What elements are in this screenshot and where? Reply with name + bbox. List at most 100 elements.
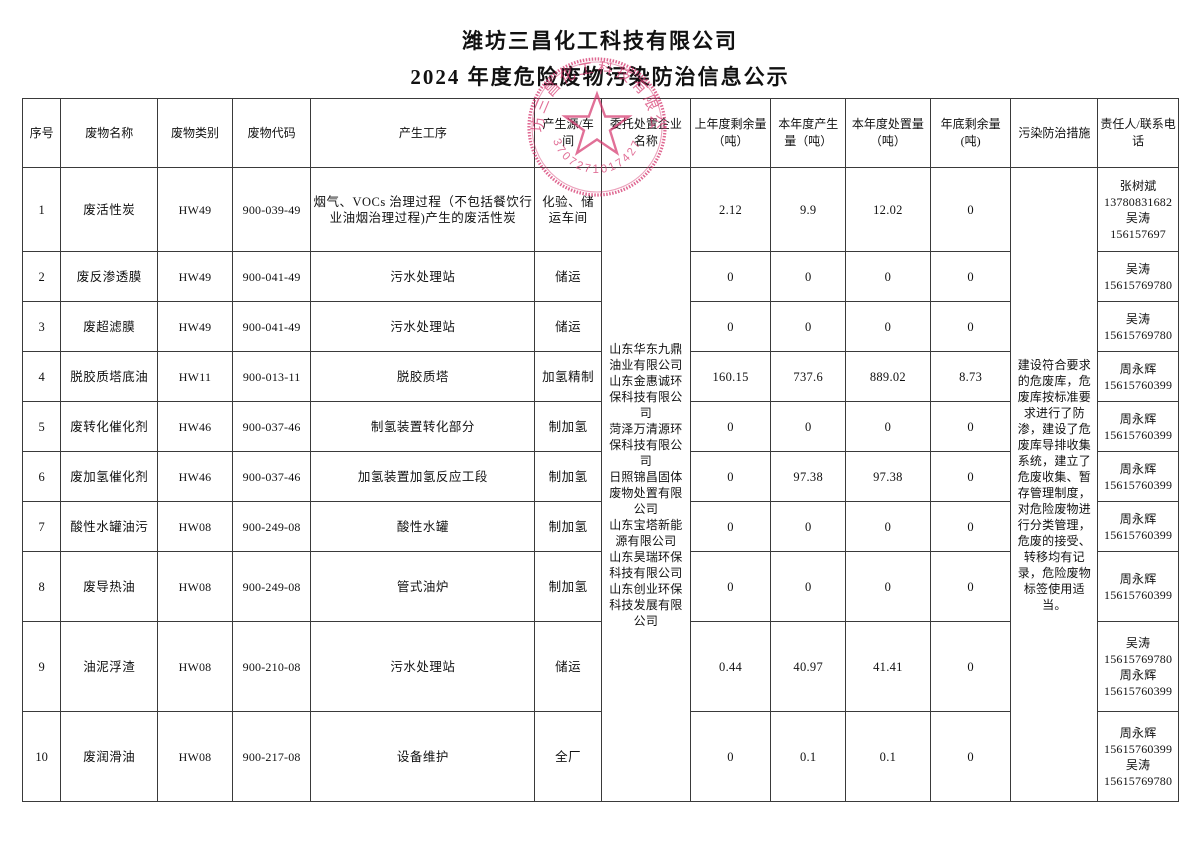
cell-year-end-remaining: 0 xyxy=(929,401,1012,452)
cell-seq: 3 xyxy=(21,301,62,352)
waste-disclosure-table-wrapper: 序号 废物名称 废物类别 废物代码 产生工序 产生源/车间 委托处置企业名称 上… xyxy=(21,98,1179,802)
responsible-name: 周永辉 xyxy=(1119,667,1157,682)
entrusted-company: 山东宝塔新能源有限公司 xyxy=(609,517,683,548)
responsible-name: 周永辉 xyxy=(1119,461,1157,476)
cell-waste-code: 900-249-08 xyxy=(231,551,312,622)
responsible-name: 吴涛 xyxy=(1125,261,1151,276)
cell-waste-code: 900-217-08 xyxy=(231,711,312,802)
entrusted-company: 山东华东九鼎油业有限公司 xyxy=(609,341,683,372)
cell-waste-category: HW49 xyxy=(157,251,233,302)
responsible-phone: 15615769780 xyxy=(1104,277,1173,292)
cell-waste-category: HW08 xyxy=(157,711,233,802)
cell-entrusted-companies: 山东华东九鼎油业有限公司 山东金惠诚环保科技有限公司 菏泽万清源环保科技有限公司 日照… xyxy=(600,167,691,802)
cell-this-year-generated: 0 xyxy=(770,501,847,552)
entrusted-company: 山东金惠诚环保科技有限公司 xyxy=(609,373,683,420)
cell-process: 烟气、VOCs 治理过程（不包括餐饮行业油烟治理过程)产生的废活性炭 xyxy=(310,167,536,252)
responsible-phone: 15615760399 xyxy=(1104,377,1173,392)
cell-responsible-person: 周永辉 15615760399 xyxy=(1097,451,1179,502)
responsible-name: 周永辉 xyxy=(1119,361,1157,376)
cell-waste-name: 酸性水罐油污 xyxy=(60,501,159,552)
cell-process: 管式油炉 xyxy=(310,551,536,622)
header-entrusted: 委托处置企业名称 xyxy=(600,98,691,168)
responsible-name: 周永辉 xyxy=(1119,725,1157,740)
cell-this-year-generated: 0 xyxy=(770,401,847,452)
responsible-name: 吴涛 xyxy=(1125,757,1151,772)
table-row: 4 脱胶质塔底油 HW11 900-013-11 脱胶质塔 加氢精制 160.15 737.6… xyxy=(21,351,1179,402)
cell-process: 脱胶质塔 xyxy=(310,351,536,402)
header-waste-category: 废物类别 xyxy=(157,98,233,168)
header-measures: 污染防治措施 xyxy=(1010,98,1099,168)
report-title: 2024 年度危险废物污染防治信息公示 xyxy=(410,65,790,89)
cell-responsible-person: 吴涛 15615769780 周永辉 15615760399 xyxy=(1097,621,1179,712)
cell-source: 储运 xyxy=(534,621,602,712)
cell-process: 加氢装置加氢反应工段 xyxy=(310,451,536,502)
cell-source: 储运 xyxy=(534,301,602,352)
cell-waste-category: HW08 xyxy=(157,621,233,712)
header-seq: 序号 xyxy=(21,98,62,168)
cell-source: 全厂 xyxy=(534,711,602,802)
cell-waste-category: HW11 xyxy=(157,351,233,402)
cell-prev-year-remaining: 0 xyxy=(689,501,772,552)
cell-this-year-disposed: 12.02 xyxy=(845,167,931,252)
cell-this-year-generated: 0 xyxy=(770,251,847,302)
table-row: 7 酸性水罐油污 HW08 900-249-08 酸性水罐 制加氢 0 0 0 0 周永辉 15615… xyxy=(21,501,1179,552)
cell-source: 化验、储运车间 xyxy=(534,167,602,252)
cell-waste-category: HW08 xyxy=(157,551,233,622)
cell-waste-code: 900-037-46 xyxy=(231,401,312,452)
cell-this-year-disposed: 0 xyxy=(845,301,931,352)
cell-seq: 9 xyxy=(21,621,62,712)
responsible-name: 张树斌 xyxy=(1119,178,1157,193)
cell-prev-year-remaining: 160.15 xyxy=(689,351,772,402)
entrusted-company: 山东创业环保科技发展有限公司 xyxy=(609,581,683,628)
cell-seq: 8 xyxy=(21,551,62,622)
cell-process: 制氢装置转化部分 xyxy=(310,401,536,452)
cell-this-year-disposed: 889.02 xyxy=(845,351,931,402)
cell-waste-name: 废反渗透膜 xyxy=(60,251,159,302)
cell-this-year-disposed: 97.38 xyxy=(845,451,931,502)
table-row: 3 废超滤膜 HW49 900-041-49 污水处理站 储运 0 0 0 0 吴涛 15615769… xyxy=(21,301,1179,352)
cell-waste-name: 废转化催化剂 xyxy=(60,401,159,452)
cell-seq: 10 xyxy=(21,711,62,802)
cell-this-year-generated: 40.97 xyxy=(770,621,847,712)
cell-waste-category: HW49 xyxy=(157,167,233,252)
cell-this-year-disposed: 0 xyxy=(845,501,931,552)
cell-year-end-remaining: 0 xyxy=(929,167,1012,252)
cell-source: 加氢精制 xyxy=(534,351,602,402)
header-responsible: 责任人/联系电话 xyxy=(1097,98,1179,168)
header-waste-name: 废物名称 xyxy=(60,98,159,168)
responsible-phone: 15615760399 xyxy=(1104,427,1173,442)
cell-waste-code: 900-039-49 xyxy=(231,167,312,252)
cell-year-end-remaining: 8.73 xyxy=(929,351,1012,402)
cell-prev-year-remaining: 0 xyxy=(689,711,772,802)
cell-this-year-generated: 97.38 xyxy=(770,451,847,502)
cell-prev-year-remaining: 0.44 xyxy=(689,621,772,712)
cell-waste-code: 900-041-49 xyxy=(231,301,312,352)
cell-waste-code: 900-249-08 xyxy=(231,501,312,552)
responsible-name: 吴涛 xyxy=(1125,210,1151,225)
cell-seq: 6 xyxy=(21,451,62,502)
waste-disclosure-table: 序号 废物名称 废物类别 废物代码 产生工序 产生源/车间 委托处置企业名称 上… xyxy=(21,98,1179,802)
cell-waste-name: 废超滤膜 xyxy=(60,301,159,352)
responsible-name: 周永辉 xyxy=(1119,411,1157,426)
cell-waste-category: HW46 xyxy=(157,451,233,502)
responsible-phone: 156157697 xyxy=(1110,226,1166,241)
cell-responsible-person: 张树斌 13780831682 吴涛 156157697 xyxy=(1097,167,1179,252)
cell-waste-code: 900-210-08 xyxy=(231,621,312,712)
cell-year-end-remaining: 0 xyxy=(929,711,1012,802)
cell-year-end-remaining: 0 xyxy=(929,551,1012,622)
cell-pollution-measures: 建设符合要求的危废库，危废库按标准要求进行了防渗，建设了危废库导排收集系统，建立… xyxy=(1010,167,1099,802)
cell-this-year-disposed: 0 xyxy=(845,251,931,302)
cell-this-year-generated: 0 xyxy=(770,301,847,352)
cell-responsible-person: 周永辉 15615760399 xyxy=(1097,501,1179,552)
cell-waste-code: 900-037-46 xyxy=(231,451,312,502)
header-year-end-remaining: 年底剩余量(吨) xyxy=(929,98,1012,168)
cell-seq: 4 xyxy=(21,351,62,402)
entrusted-company: 山东昊瑞环保科技有限公司 xyxy=(609,549,683,580)
cell-waste-code: 900-041-49 xyxy=(231,251,312,302)
cell-responsible-person: 周永辉 15615760399 吴涛 15615769780 xyxy=(1097,711,1179,802)
cell-waste-name: 废活性炭 xyxy=(60,167,159,252)
cell-waste-name: 油泥浮渣 xyxy=(60,621,159,712)
cell-waste-category: HW08 xyxy=(157,501,233,552)
cell-waste-category: HW46 xyxy=(157,401,233,452)
cell-this-year-generated: 0.1 xyxy=(770,711,847,802)
